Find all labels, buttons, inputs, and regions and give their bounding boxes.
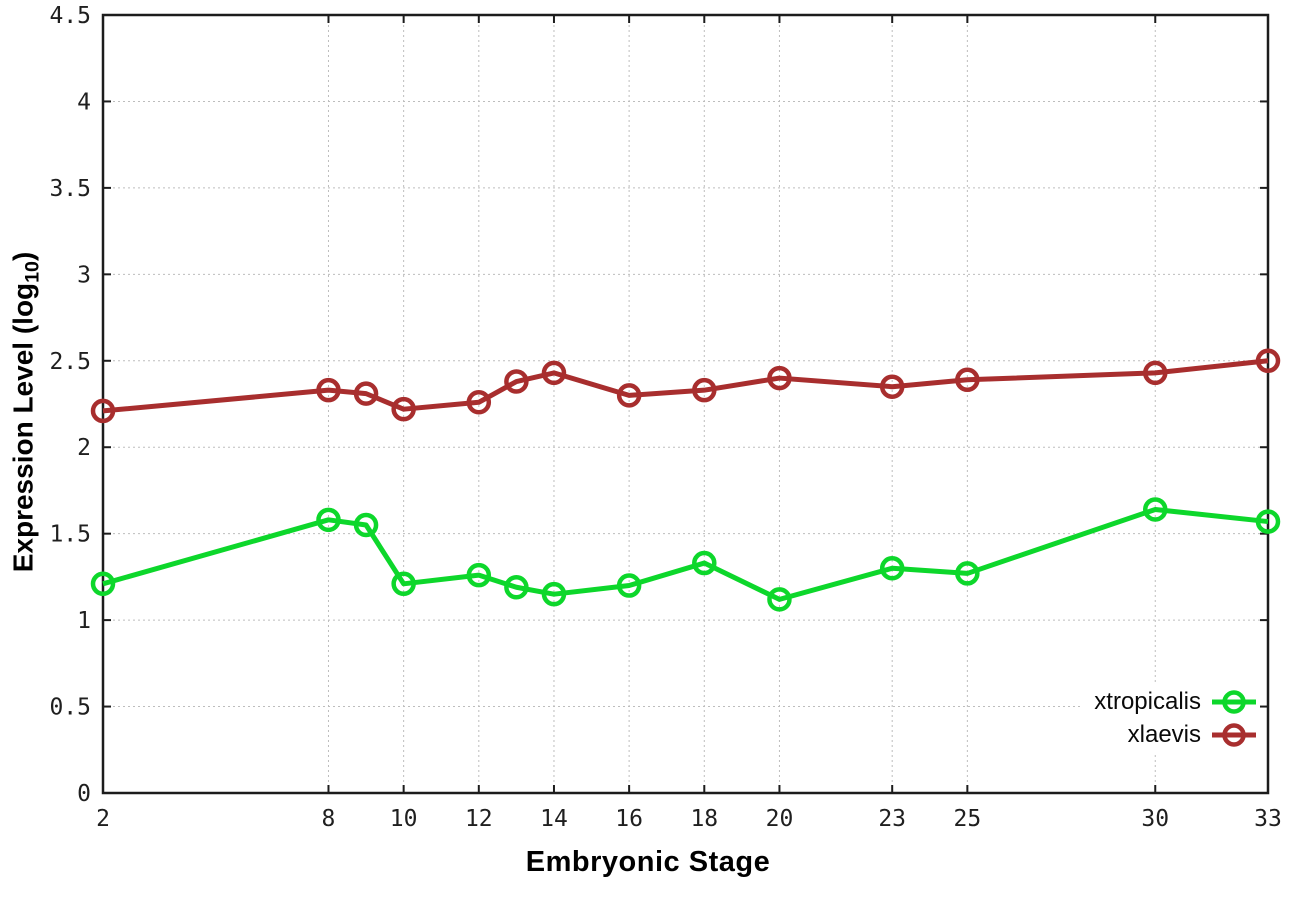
svg-text:2: 2: [96, 806, 110, 832]
svg-text:20: 20: [766, 806, 794, 832]
svg-text:2: 2: [77, 435, 91, 461]
svg-text:3: 3: [77, 262, 91, 288]
legend-item: xtropicalis: [1094, 685, 1258, 718]
svg-text:1.5: 1.5: [49, 522, 91, 548]
svg-text:4: 4: [77, 89, 91, 115]
svg-text:16: 16: [615, 806, 643, 832]
xlaevis-legend-marker-icon: [1212, 722, 1256, 747]
x-axis-title: Embryonic Stage: [525, 846, 771, 878]
svg-text:14: 14: [540, 806, 568, 832]
svg-text:30: 30: [1141, 806, 1169, 832]
y-axis-title-text: Expression Level (log: [7, 282, 39, 573]
svg-text:8: 8: [322, 806, 336, 832]
svg-text:0.5: 0.5: [49, 695, 91, 721]
y-axis-title-subscript: 10: [21, 261, 44, 283]
svg-text:18: 18: [690, 806, 718, 832]
legend-label: xlaevis: [1127, 720, 1201, 748]
svg-text:23: 23: [878, 806, 906, 832]
legend-item: xlaevis: [1094, 718, 1258, 751]
svg-text:2.5: 2.5: [49, 349, 91, 375]
svg-text:25: 25: [954, 806, 982, 832]
xtropicalis-legend-marker-icon: [1212, 689, 1256, 714]
svg-text:10: 10: [390, 806, 418, 832]
y-axis-title: Expression Level (log10): [8, 252, 45, 573]
svg-text:1: 1: [77, 608, 91, 634]
y-axis-title-suffix: ): [7, 251, 39, 262]
svg-text:12: 12: [465, 806, 493, 832]
svg-text:0: 0: [77, 781, 91, 807]
legend-label: xtropicalis: [1094, 687, 1201, 715]
svg-text:4.5: 4.5: [49, 3, 91, 29]
svg-text:3.5: 3.5: [49, 176, 91, 202]
legend: xtropicalis xlaevis: [1080, 683, 1260, 753]
svg-text:33: 33: [1254, 806, 1282, 832]
